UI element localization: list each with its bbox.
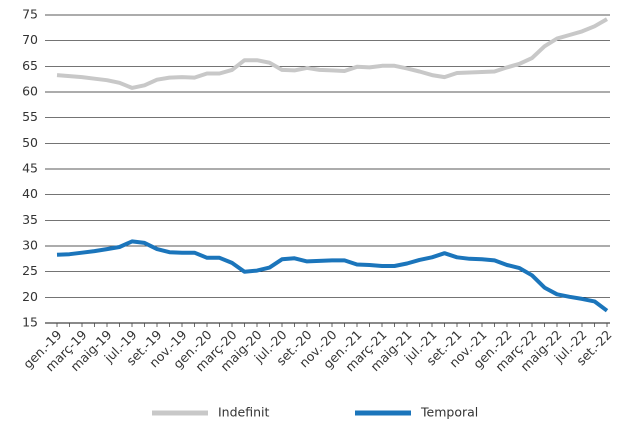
legend-label: Temporal <box>420 405 478 420</box>
y-tick-label: 30 <box>22 238 38 253</box>
legend-label: Indefinit <box>218 405 270 420</box>
y-tick-label: 25 <box>22 263 38 278</box>
y-tick-label: 35 <box>22 212 38 227</box>
y-tick-label: 60 <box>22 84 38 99</box>
y-tick-label: 40 <box>22 186 38 201</box>
y-tick-label: 75 <box>22 7 38 22</box>
y-tick-label: 45 <box>22 161 38 176</box>
y-tick-label: 50 <box>22 135 38 150</box>
y-tick-label: 65 <box>22 58 38 73</box>
series-line <box>56 239 609 313</box>
y-tick-label: 70 <box>22 32 38 47</box>
series-line <box>56 17 608 90</box>
y-tick-label: 15 <box>22 315 38 330</box>
y-tick-label: 55 <box>22 109 38 124</box>
y-tick-label: 20 <box>22 289 38 304</box>
